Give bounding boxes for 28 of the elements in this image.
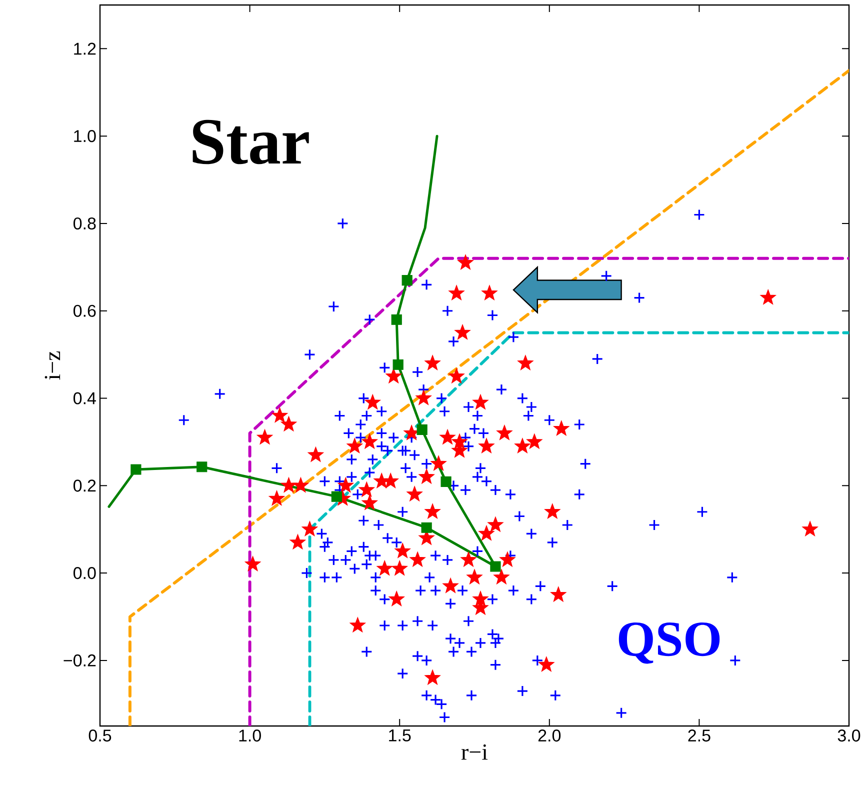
x-tick-label: 3.0 (838, 730, 860, 742)
x-tick-label: 2.0 (538, 730, 561, 742)
y-tick-label: 0.0 (73, 567, 96, 580)
point (440, 476, 452, 488)
x-tick-label: 1.0 (239, 730, 261, 742)
point (392, 359, 404, 370)
y-tick-label: 0.2 (73, 480, 96, 492)
point (130, 464, 142, 475)
point (421, 522, 432, 533)
x-tick-label: 2.5 (688, 730, 710, 742)
point (331, 491, 342, 502)
x-tick-label: 0.5 (88, 730, 112, 742)
point (490, 561, 501, 572)
annotation: QSO (618, 622, 720, 664)
point (196, 462, 208, 472)
point (402, 274, 412, 286)
annotation: Star (192, 120, 309, 164)
y-tick-label: 1.0 (74, 130, 96, 142)
y-tick-label: 0.8 (73, 217, 96, 230)
point (391, 314, 402, 325)
y-tick-label: −0.2 (64, 654, 96, 666)
x-axis-title: r−i (461, 744, 488, 760)
point (416, 424, 428, 436)
y-tick-label: 1.2 (74, 42, 96, 55)
y-axis-title: i−z (44, 351, 60, 380)
x-tick-label: 1.5 (389, 730, 411, 742)
y-tick-label: 0.6 (73, 304, 96, 317)
y-tick-label: 0.4 (73, 392, 96, 404)
